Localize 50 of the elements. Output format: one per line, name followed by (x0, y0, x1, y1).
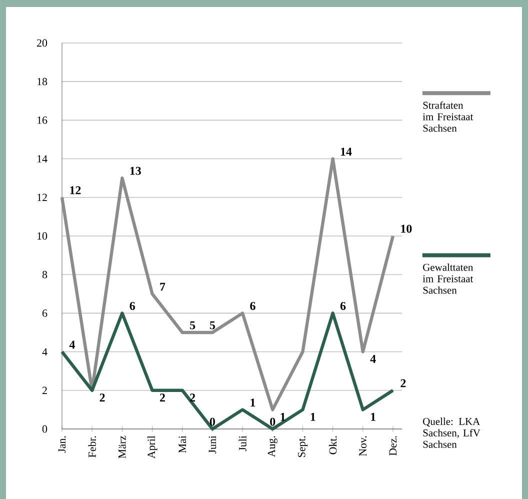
data-label: 7 (160, 282, 166, 291)
x-tick-label: Sept. (298, 436, 308, 457)
data-label: 1 (280, 412, 286, 421)
source-note: Quelle: LKA Sachsen, LfV Sachsen (423, 418, 480, 448)
data-label: 6 (130, 302, 136, 310)
data-label: 0 (210, 418, 215, 426)
data-label: 4 (69, 340, 75, 349)
data-label: 2 (160, 394, 165, 402)
y-tick-label: 20 (37, 39, 48, 47)
y-tick-label: 12 (37, 194, 47, 202)
data-label: 2 (100, 394, 105, 402)
x-tick-label: Febr. (88, 436, 96, 458)
data-label: 1 (310, 412, 316, 421)
y-tick-label: 8 (42, 270, 48, 278)
x-tick-label: Jan. (58, 436, 66, 453)
x-tick-label: Dez. (389, 436, 397, 456)
x-tick-label: Okt. (328, 436, 337, 454)
data-label: 0 (270, 418, 276, 426)
y-tick-label: 4 (42, 348, 48, 356)
data-label: 10 (401, 224, 412, 233)
x-tick-label: Mai (178, 436, 186, 453)
x-tick-label: Juli (238, 436, 246, 452)
text: Straftaten im Freistaat Sachsen (422, 101, 474, 132)
x-tick-label: März (118, 436, 126, 458)
data-label: 5 (190, 321, 196, 330)
data-label: 2 (400, 379, 406, 388)
data-label: 6 (340, 302, 346, 310)
data-label: 13 (130, 166, 141, 175)
text: Gewalttaten im Freistaat Sachsen (422, 263, 474, 294)
y-tick-label: 10 (37, 232, 48, 240)
data-label: 12 (70, 186, 81, 194)
x-tick-label: Juni (208, 436, 216, 454)
y-tick-label: 2 (42, 386, 47, 394)
data-label: 1 (371, 412, 376, 421)
data-label: 1 (250, 398, 256, 406)
data-label: 4 (370, 354, 376, 363)
line-series (60, 312, 395, 431)
x-tick-label: Nov. (359, 436, 367, 456)
y-tick-label: 18 (37, 78, 48, 86)
data-label: 5 (210, 321, 215, 330)
data-label: 2 (190, 394, 196, 402)
y-tick-label: 6 (42, 310, 48, 317)
data-label: 6 (250, 302, 256, 310)
data-label: 14 (340, 148, 352, 156)
y-tick-label: 16 (37, 116, 48, 124)
x-tick-label: Aug. (268, 436, 278, 458)
y-tick-label: 0 (42, 425, 48, 433)
x-tick-label: April (147, 436, 158, 459)
y-tick-label: 14 (37, 155, 48, 162)
line-series (60, 157, 395, 412)
